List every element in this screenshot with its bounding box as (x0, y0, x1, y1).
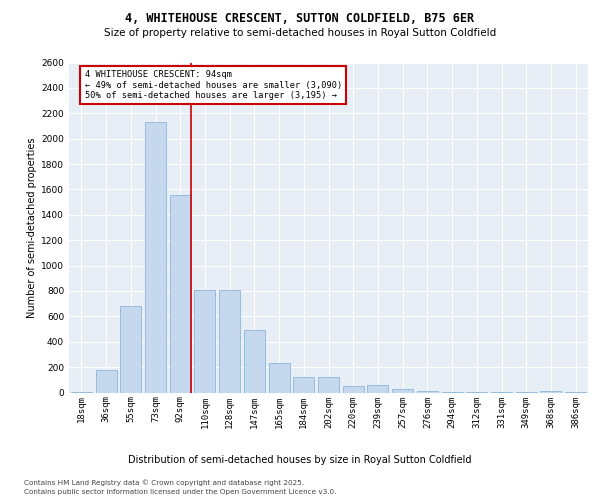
Bar (318, 376, 339, 392)
Y-axis label: Number of semi-detached properties: Number of semi-detached properties (27, 137, 37, 318)
Bar (343, 386, 364, 392)
Bar (392, 388, 413, 392)
Bar (145, 122, 166, 392)
Bar (367, 385, 388, 392)
Text: Contains HM Land Registry data © Crown copyright and database right 2025.: Contains HM Land Registry data © Crown c… (24, 479, 304, 486)
Bar (244, 330, 265, 392)
Bar (219, 290, 240, 393)
Bar (541, 391, 562, 392)
Text: Size of property relative to semi-detached houses in Royal Sutton Coldfield: Size of property relative to semi-detach… (104, 28, 496, 38)
Text: 4, WHITEHOUSE CRESCENT, SUTTON COLDFIELD, B75 6ER: 4, WHITEHOUSE CRESCENT, SUTTON COLDFIELD… (125, 12, 475, 26)
Text: Distribution of semi-detached houses by size in Royal Sutton Coldfield: Distribution of semi-detached houses by … (128, 455, 472, 465)
Bar (194, 290, 215, 393)
Bar (293, 376, 314, 392)
Bar (95, 370, 116, 392)
Bar (170, 194, 191, 392)
Bar (269, 364, 290, 392)
Bar (120, 306, 141, 392)
Bar (417, 391, 438, 392)
Text: 4 WHITEHOUSE CRESCENT: 94sqm
← 49% of semi-detached houses are smaller (3,090)
5: 4 WHITEHOUSE CRESCENT: 94sqm ← 49% of se… (85, 70, 342, 100)
Text: Contains public sector information licensed under the Open Government Licence v3: Contains public sector information licen… (24, 489, 337, 495)
